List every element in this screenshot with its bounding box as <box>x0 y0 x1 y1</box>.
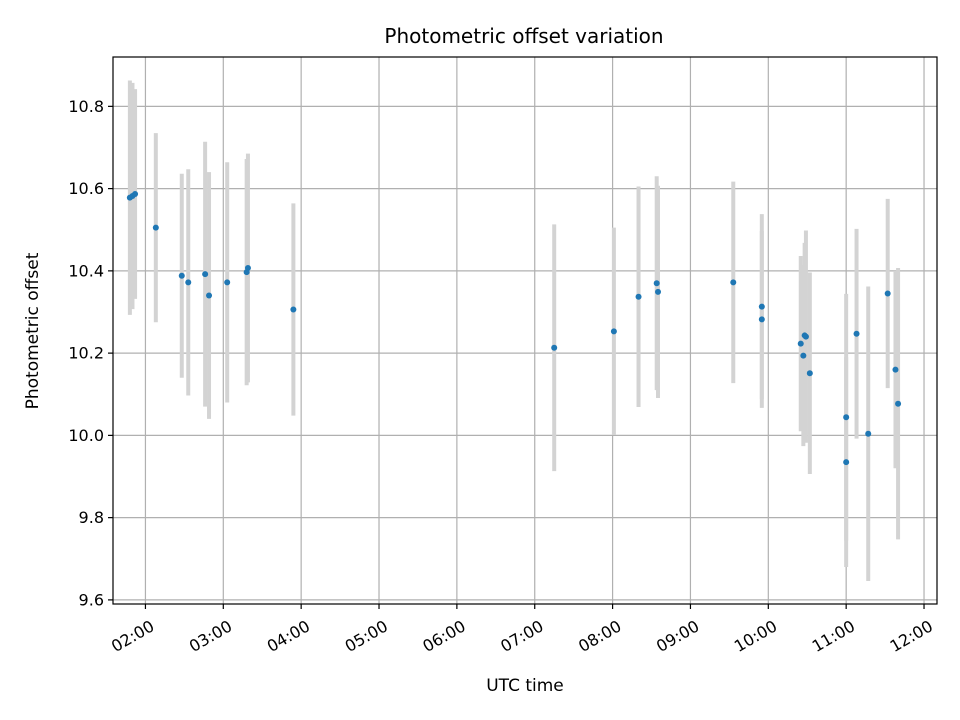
data-point <box>843 414 850 421</box>
y-tick-label: 10.6 <box>68 179 104 198</box>
data-point <box>206 292 213 299</box>
data-point <box>853 330 860 337</box>
chart-title: Photometric offset variation <box>384 24 663 48</box>
y-axis: 9.6 9.8 10.0 10.2 10.4 10.6 10.8 <box>68 97 113 609</box>
x-axis-label: UTC time <box>486 676 564 696</box>
data-point <box>758 316 765 323</box>
grid <box>113 57 937 604</box>
data-point <box>802 333 809 340</box>
y-tick-label: 10.2 <box>68 344 104 363</box>
data-point <box>843 459 850 466</box>
y-tick-label: 10.4 <box>68 261 104 280</box>
data-point <box>895 400 902 407</box>
data-point <box>244 264 251 271</box>
data-point <box>865 430 872 437</box>
data-point <box>610 328 617 335</box>
data-points <box>126 190 902 466</box>
data-point <box>224 279 231 286</box>
y-tick-label: 9.8 <box>79 508 104 527</box>
data-point <box>884 290 891 297</box>
data-point <box>730 279 737 286</box>
data-point <box>185 279 192 286</box>
data-point <box>290 306 297 313</box>
data-point <box>202 271 209 278</box>
data-point <box>797 340 804 347</box>
data-point <box>806 370 813 377</box>
data-point <box>132 190 139 197</box>
data-point <box>152 224 159 231</box>
y-axis-label: Photometric offset <box>23 252 43 409</box>
y-tick-label: 10.0 <box>68 426 104 445</box>
data-point <box>800 352 807 359</box>
data-point <box>653 280 660 287</box>
data-point <box>655 288 662 295</box>
data-point <box>892 366 899 373</box>
y-tick-label: 9.6 <box>79 590 104 609</box>
y-tick-label: 10.8 <box>68 97 104 116</box>
data-point <box>178 272 185 279</box>
plot-frame <box>112 56 938 605</box>
data-point <box>551 344 558 351</box>
data-point <box>635 293 642 300</box>
data-point <box>758 303 765 310</box>
